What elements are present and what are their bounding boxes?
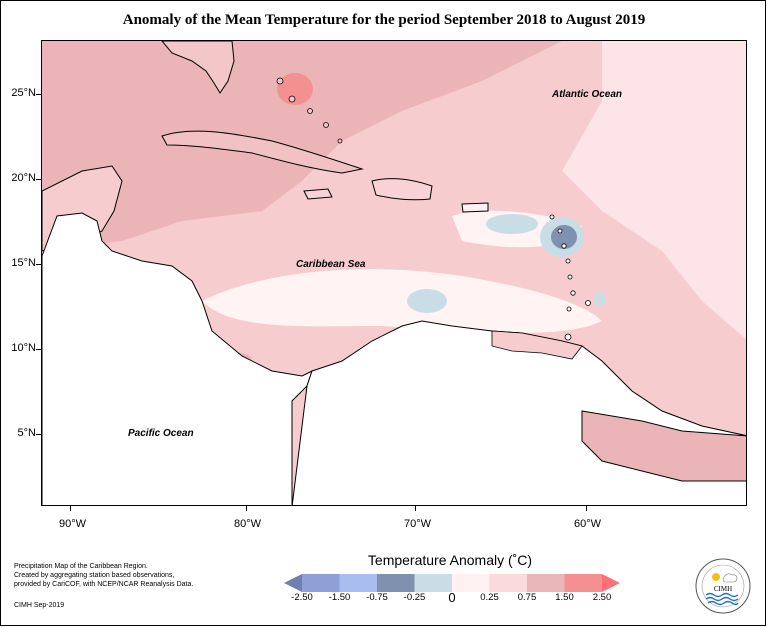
map-panel: Atlantic Ocean Caribbean Sea Pacific Oce… [41,40,747,506]
lon-tick [246,506,247,511]
anomaly-map [42,41,746,505]
lon-tick [586,506,587,511]
map-title: Anomaly of the Mean Temperature for the … [122,12,646,28]
waves-icon [705,592,739,606]
lat-label-10n: 10°N [11,342,36,354]
legend-bin [377,574,415,592]
legend-bin [489,574,527,592]
anomaly-cool-spot-3 [407,289,447,313]
footnote-line3: provided by CariCOF, with NCEP/NCAR Rean… [14,581,194,588]
land-hispaniola [371,178,433,201]
footnote-credit: CIMH Sep-2019 [14,602,65,609]
lon-tick [415,506,416,511]
label-atlantic-ocean: Atlantic Ocean [552,89,623,100]
logo-text: CIMH [714,585,732,593]
cimh-logo: CIMH [695,558,751,614]
legend-tick-label: -0.75 [366,592,388,603]
legend-tick-label: -1.50 [328,592,351,603]
sun-icon [712,573,720,581]
label-caribbean-sea: Caribbean Sea [296,259,366,270]
anomaly-warm-spot [277,73,313,105]
legend-tick-label: 0.25 [480,592,499,603]
anomaly-cool-core [551,225,577,249]
lat-tick [36,434,41,435]
lat-tick [36,179,41,180]
land-venezuela-coast [491,330,583,360]
anomaly-field-light-east [562,41,746,340]
land-central-america [42,212,313,505]
legend-tick-label: 2.50 [592,592,612,603]
legend-bin [602,574,620,592]
lon-label-60w: 60°W [574,518,602,530]
legend-bin [302,574,340,592]
legend-bin [527,574,565,592]
lon-label-70w: 70°W [404,518,432,530]
anomaly-cool-spot-4 [594,292,606,306]
lat-label-25n: 25°N [11,87,36,99]
lat-label-5n: 5°N [17,427,36,439]
lat-label-20n: 20°N [11,172,36,184]
legend-bin [284,574,302,592]
legend-tick-label: 1.50 [555,592,574,603]
lat-label-15n: 15°N [11,257,36,269]
footnote: Precipitation Map of the Caribbean Regio… [14,562,224,610]
legend-tick-label: -2.50 [291,592,313,603]
lat-tick [36,349,41,350]
cloud-icon [722,573,738,583]
footnote-line2: Created by aggregating station based obs… [14,572,175,579]
footnote-line1: Precipitation Map of the Caribbean Regio… [14,563,148,570]
land-bahamas [276,77,343,144]
lat-tick [36,94,41,95]
lon-tick [70,506,71,511]
anomaly-field-neutral-band [202,269,602,333]
legend-tick-label: 0.75 [517,592,537,603]
legend-bin [564,574,602,592]
land-jamaica [303,188,333,200]
legend-bin [339,574,377,592]
anomaly-cool-spot-1 [486,214,538,234]
label-pacific-ocean: Pacific Ocean [128,428,194,439]
anomaly-field-warm-nw [42,41,562,251]
legend-colorbar [284,574,620,592]
land-florida [161,41,235,94]
land-guianas [581,410,746,482]
land-lesser-antilles [549,214,591,341]
legend-bin [414,574,452,592]
legend-tick-label: 0 [448,590,456,605]
land-puerto-rico [461,202,489,213]
land-cuba [161,130,364,174]
lon-label-80w: 80°W [234,518,262,530]
lat-tick [36,264,41,265]
legend-tick-label: -0.25 [403,592,426,603]
legend-title: Temperature Anomaly (˚C) [367,552,533,568]
lon-label-90w: 90°W [59,518,87,530]
legend-bin [452,574,490,592]
